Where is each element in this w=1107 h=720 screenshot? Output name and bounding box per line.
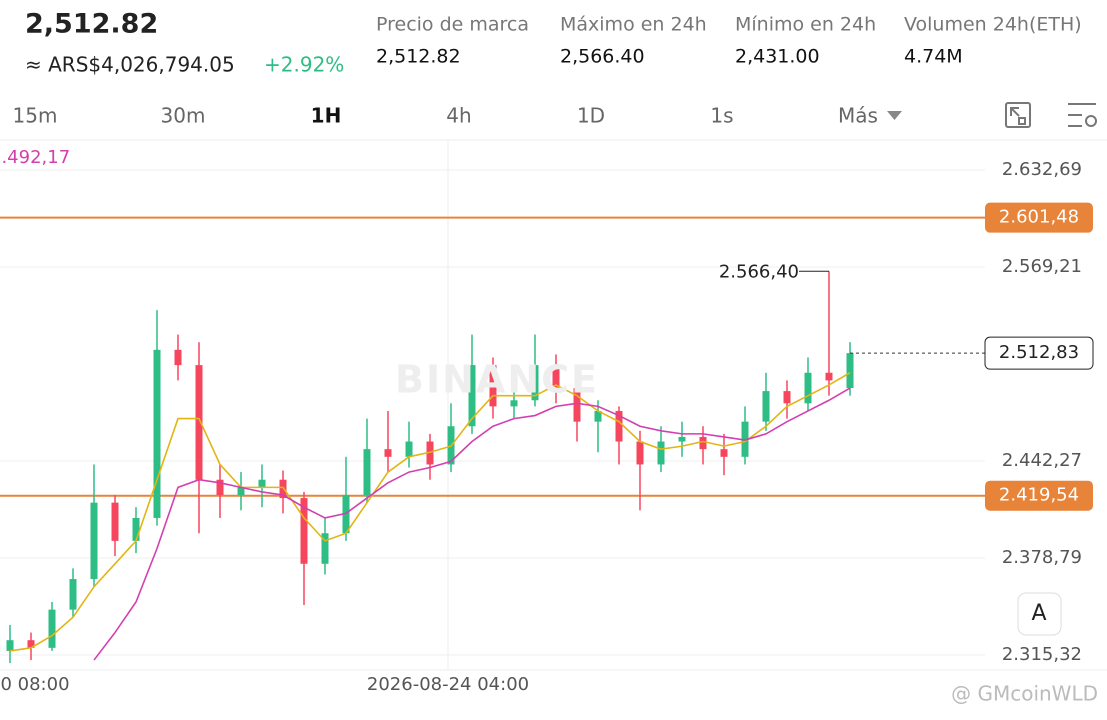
- candle-body: [132, 517, 140, 541]
- scale-button-label: A: [1031, 601, 1046, 626]
- stat-value: 4.74M: [904, 46, 963, 68]
- interval-tab[interactable]: 30m: [161, 104, 206, 128]
- y-tick-label: 2.569,21: [1002, 256, 1082, 277]
- stat-label: Volumen 24h(ETH): [904, 14, 1082, 36]
- candle-body: [636, 441, 644, 465]
- layout-icon[interactable]: [1005, 102, 1031, 128]
- ma-label: 2.492,17: [0, 147, 70, 168]
- interval-tab[interactable]: 1H: [311, 104, 342, 128]
- interval-tab[interactable]: Más: [838, 104, 878, 128]
- dropdown-arrow: [887, 111, 902, 120]
- candle-body: [216, 479, 224, 496]
- candle-body: [258, 479, 266, 488]
- candle-body: [699, 436, 707, 450]
- candle-body: [153, 349, 161, 518]
- candle-body: [237, 487, 245, 496]
- candle-body: [90, 502, 98, 580]
- stat-label: Precio de marca: [376, 14, 529, 36]
- candle-body: [69, 579, 77, 610]
- candle-body: [510, 400, 518, 407]
- moving-average: [93, 387, 851, 661]
- candle-body: [825, 372, 833, 381]
- candle-body: [174, 349, 182, 366]
- candle-body: [783, 391, 791, 404]
- y-tick-label: 2.632,69: [1002, 159, 1082, 180]
- last-price-label: 2.512,83: [999, 342, 1079, 363]
- level-tag: [985, 480, 1093, 511]
- candle-body: [300, 498, 308, 564]
- candle-body: [657, 441, 665, 465]
- stat-value: 2,566.40: [560, 46, 645, 68]
- price: 2,512.82: [25, 9, 158, 40]
- plot: 2.632,69 2.569,21 2.442,27 2.378,79 2.315,32…: [0, 140, 1107, 695]
- candle-body: [279, 479, 287, 499]
- interval-tabs: 15m 30m 1H 4h 1D 1s Más: [13, 104, 878, 128]
- y-tick-label: 2.315,32: [1002, 644, 1082, 665]
- level-label: 2.601,48: [999, 207, 1079, 228]
- settings-icon[interactable]: [1068, 103, 1097, 127]
- level-label: 2.419,54: [999, 485, 1079, 506]
- y-tick-label: 2.378,79: [1002, 547, 1082, 568]
- candle-body: [720, 449, 728, 457]
- candle-body: [573, 388, 581, 422]
- candle-body: [195, 365, 203, 480]
- candle-body: [111, 502, 119, 541]
- stats: Precio de marca 2,512.82 Máximo en 24h 2,56…: [376, 14, 1082, 68]
- candle-body: [489, 365, 497, 407]
- candle-body: [27, 640, 35, 648]
- interval-tab[interactable]: 4h: [446, 104, 471, 128]
- candle-body: [405, 441, 413, 457]
- candle-body: [384, 449, 392, 457]
- candle-body: [321, 533, 329, 564]
- level-tag: [985, 202, 1093, 233]
- x-tick-label: 0 08:00: [0, 674, 69, 695]
- candle-body: [762, 391, 770, 422]
- stat-value: 2,512.82: [376, 46, 461, 68]
- max-label: 2.566,40: [719, 261, 799, 282]
- x-tick-label: 2026-08-24 04:00: [367, 674, 529, 695]
- candle-body: [678, 436, 686, 442]
- candle-body: [552, 365, 560, 389]
- candle-body: [6, 640, 14, 651]
- candle-body: [594, 410, 602, 422]
- last-price-tag: [984, 336, 1094, 370]
- watermark: BINANCE: [395, 358, 599, 402]
- interval-tab[interactable]: 1D: [577, 104, 605, 128]
- candle-body: [804, 372, 812, 404]
- candle-body: [531, 365, 539, 401]
- candle-body: [468, 365, 476, 427]
- candle-body: [615, 410, 623, 442]
- credit: @ GMcoinWLD: [951, 682, 1098, 706]
- interval-tab[interactable]: 15m: [13, 104, 58, 128]
- stat-label: Máximo en 24h: [560, 14, 707, 36]
- moving-average: [9, 372, 851, 652]
- stat-label: Mínimo en 24h: [735, 14, 876, 36]
- candle-body: [846, 353, 854, 389]
- scale-button[interactable]: [1017, 592, 1062, 636]
- y-tick-label: 2.442,27: [1002, 450, 1082, 471]
- fiat-price: ≈ ARS$4,026,794.05: [25, 53, 235, 77]
- stat-value: 2,431.00: [735, 46, 820, 68]
- change: +2.92%: [264, 53, 344, 77]
- candle-body: [48, 609, 56, 648]
- interval-tab[interactable]: 1s: [710, 104, 733, 128]
- candle-body: [363, 449, 371, 496]
